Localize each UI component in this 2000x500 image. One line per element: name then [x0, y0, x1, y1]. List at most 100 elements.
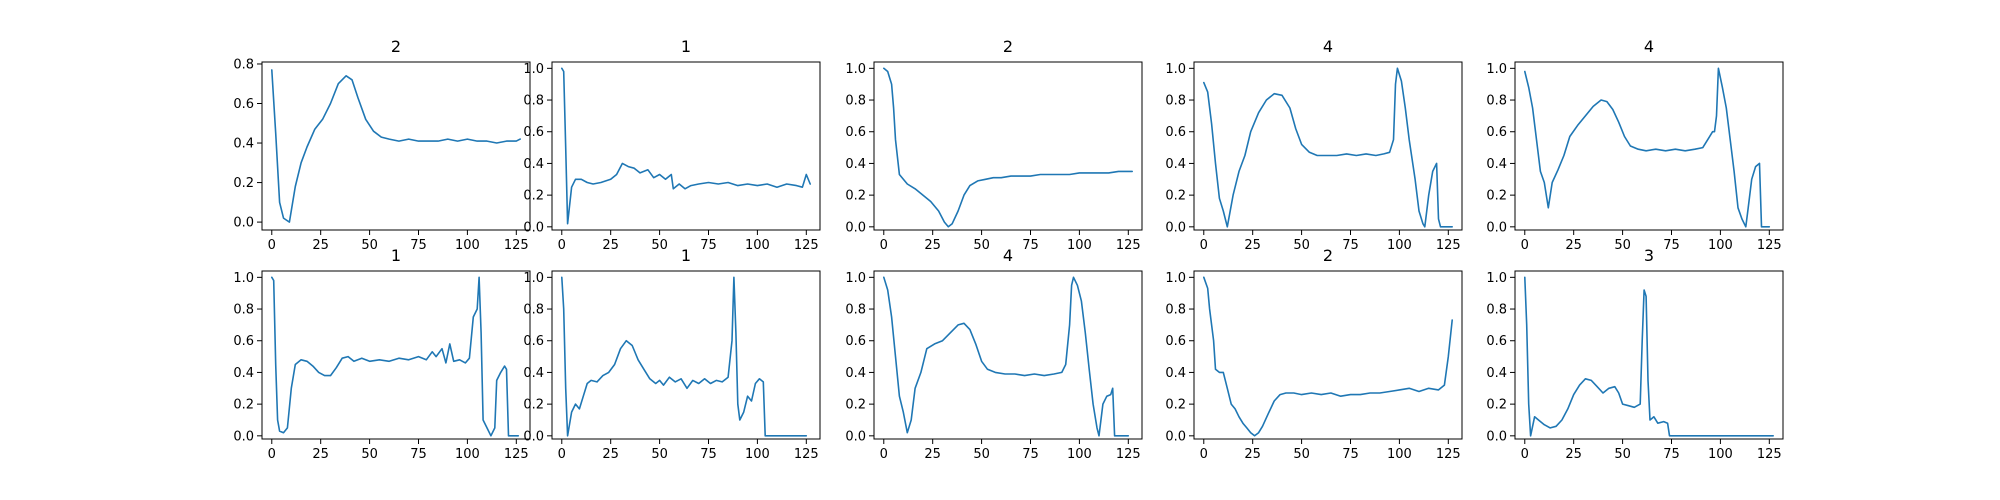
- y-tick-label: 0.4: [523, 157, 544, 172]
- x-tick-label: 125: [1757, 447, 1782, 462]
- y-tick-label: 0.8: [523, 303, 544, 318]
- x-tick-label: 125: [794, 238, 819, 253]
- axes-frame: [551, 270, 821, 440]
- x-tick-label: 75: [700, 447, 717, 462]
- series-line: [1524, 276, 1774, 437]
- x-tick-label: 100: [455, 238, 480, 253]
- subplot-title: 2: [391, 37, 401, 56]
- y-tick-label: 1.0: [1165, 271, 1186, 286]
- x-tick-label: 50: [651, 238, 668, 253]
- x-tick-label: 100: [1387, 238, 1412, 253]
- subplot-title: 4: [1644, 37, 1654, 56]
- y-tick-label: 0.0: [845, 429, 866, 444]
- series-line: [561, 276, 808, 437]
- y-tick-label: 0.4: [1486, 157, 1507, 172]
- axes-frame: [261, 270, 531, 440]
- subplot-9: 2 0 25 50 75 100 125 0.0 0.2 0.4 0.6 0.8 1.0: [1165, 246, 1463, 462]
- y-tick-label: 0.0: [523, 220, 544, 235]
- y-tick-label: 0.0: [233, 216, 254, 231]
- x-tick-label: 100: [1708, 447, 1733, 462]
- x-tick-label: 0: [558, 447, 566, 462]
- x-tick-label: 100: [1067, 238, 1092, 253]
- y-tick-label: 0.6: [1165, 334, 1186, 349]
- y-tick-label: 1.0: [233, 271, 254, 286]
- x-tick-label: 25: [1565, 238, 1582, 253]
- x-tick-label: 0: [1200, 238, 1208, 253]
- y-tick-label: 0.8: [1165, 303, 1186, 318]
- x-tick-label: 50: [1293, 447, 1310, 462]
- series-line: [1524, 67, 1771, 228]
- x-tick-label: 50: [1293, 238, 1310, 253]
- x-tick-label: 75: [1663, 238, 1680, 253]
- axes-frame: [1193, 270, 1463, 440]
- y-tick-label: 0.4: [1165, 157, 1186, 172]
- subplot-title: 3: [1644, 246, 1654, 265]
- y-tick-label: 0.0: [845, 220, 866, 235]
- axes-frame: [873, 270, 1143, 440]
- y-tick-label: 0.4: [523, 366, 544, 381]
- axes-frame: [1193, 61, 1463, 231]
- y-tick-label: 0.8: [233, 303, 254, 318]
- x-tick-label: 25: [1244, 447, 1261, 462]
- y-tick-label: 0.0: [1486, 429, 1507, 444]
- axes-frame: [261, 61, 531, 231]
- x-tick-label: 125: [1436, 447, 1461, 462]
- y-tick-label: 0.6: [233, 97, 254, 112]
- x-tick-label: 75: [1663, 447, 1680, 462]
- subplot-title: 2: [1003, 37, 1013, 56]
- x-tick-label: 100: [1387, 447, 1412, 462]
- x-tick-label: 75: [1342, 447, 1359, 462]
- y-tick-label: 0.2: [233, 176, 254, 191]
- y-tick-label: 0.4: [845, 366, 866, 381]
- subplot-5: 4 0 25 50 75 100 125 0.0 0.2 0.4 0.6 0.8 1.0: [1486, 37, 1784, 253]
- x-tick-label: 25: [312, 238, 329, 253]
- y-tick-label: 0.2: [1486, 189, 1507, 204]
- axes-frame: [1514, 270, 1784, 440]
- x-tick-label: 50: [361, 238, 378, 253]
- y-tick-label: 0.0: [1165, 220, 1186, 235]
- x-tick-label: 75: [410, 447, 427, 462]
- x-tick-label: 25: [1244, 238, 1261, 253]
- x-tick-label: 75: [1022, 238, 1039, 253]
- x-tick-label: 0: [880, 447, 888, 462]
- y-tick-label: 0.4: [1165, 366, 1186, 381]
- x-tick-label: 0: [880, 238, 888, 253]
- y-tick-label: 0.6: [523, 125, 544, 140]
- x-tick-label: 75: [410, 238, 427, 253]
- x-tick-label: 100: [745, 447, 770, 462]
- x-tick-label: 50: [651, 447, 668, 462]
- subplot-title: 1: [681, 246, 691, 265]
- x-tick-label: 125: [794, 447, 819, 462]
- x-tick-label: 125: [1436, 238, 1461, 253]
- axes-frame: [551, 61, 821, 231]
- x-tick-label: 125: [504, 238, 529, 253]
- subplot-3: 2 0 25 50 75 100 125 0.0 0.2 0.4 0.6 0.8 1.0: [845, 37, 1143, 253]
- subplot-8: 4 0 25 50 75 100 125 0.0 0.2 0.4 0.6 0.8 1.0: [845, 246, 1143, 462]
- x-tick-label: 125: [1116, 447, 1141, 462]
- subplot-title: 1: [681, 37, 691, 56]
- subplot-4: 4 0 25 50 75 100 125 0.0 0.2 0.4 0.6 0.8 1.0: [1165, 37, 1463, 253]
- x-tick-label: 50: [973, 447, 990, 462]
- x-tick-label: 25: [924, 238, 941, 253]
- series-line: [1203, 276, 1453, 437]
- y-tick-label: 0.6: [1165, 125, 1186, 140]
- axes-frame: [873, 61, 1143, 231]
- y-tick-label: 0.8: [845, 303, 866, 318]
- x-tick-label: 0: [1521, 447, 1529, 462]
- x-tick-label: 25: [1565, 447, 1582, 462]
- subplot-1: 2 0 25 50 75 100 125 0.0 0.2 0.4 0.6 0.8: [233, 37, 531, 253]
- x-tick-label: 0: [1521, 238, 1529, 253]
- x-tick-label: 0: [558, 238, 566, 253]
- y-tick-label: 0.6: [523, 334, 544, 349]
- y-tick-label: 0.0: [233, 429, 254, 444]
- y-tick-label: 0.8: [1486, 303, 1507, 318]
- y-tick-label: 0.6: [233, 334, 254, 349]
- x-tick-label: 125: [1757, 238, 1782, 253]
- x-tick-label: 50: [1614, 238, 1631, 253]
- y-tick-label: 0.2: [845, 398, 866, 413]
- series-line: [561, 67, 811, 225]
- y-tick-label: 0.4: [845, 157, 866, 172]
- y-tick-label: 0.2: [1165, 189, 1186, 204]
- x-tick-label: 25: [602, 238, 619, 253]
